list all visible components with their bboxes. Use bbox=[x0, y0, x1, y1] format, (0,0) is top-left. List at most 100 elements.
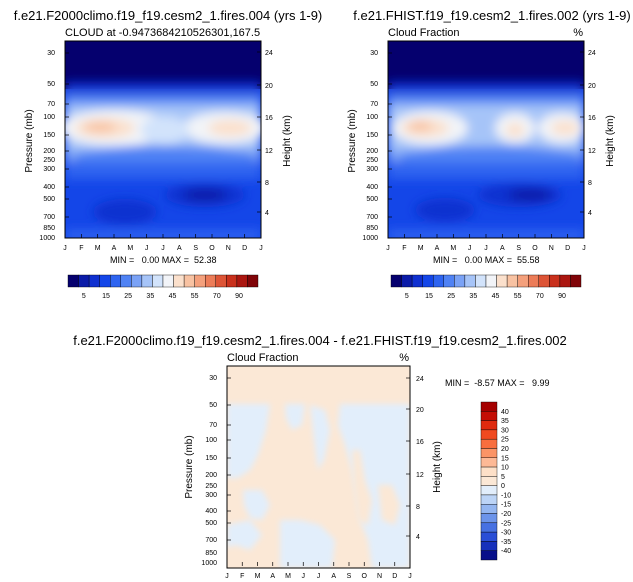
colorbar-swatch bbox=[110, 274, 121, 288]
panel-2-stats: MIN = 0.00 MAX = 55.58 bbox=[433, 255, 540, 265]
colorbar-label: 5 bbox=[405, 293, 409, 300]
y2-tick-8: 8 bbox=[416, 504, 420, 511]
x-tick-d-11: D bbox=[392, 573, 397, 580]
panel-3-stats: MIN = -8.57 MAX = 9.99 bbox=[445, 378, 550, 388]
y2-tick-24: 24 bbox=[265, 50, 273, 57]
x-tick-m-2: M bbox=[255, 573, 261, 580]
x-tick-m-2: M bbox=[95, 245, 101, 252]
colorbar-swatch bbox=[480, 550, 498, 561]
colorbar-swatch bbox=[480, 541, 498, 551]
colorbar-swatch bbox=[485, 274, 497, 288]
colorbar-swatch bbox=[496, 274, 508, 288]
colorbar-swatch bbox=[480, 522, 498, 533]
y-tick-250: 250 bbox=[366, 157, 378, 164]
y-tick-700: 700 bbox=[43, 214, 55, 221]
y2-tick-20: 20 bbox=[588, 83, 596, 90]
colorbar-label: 25 bbox=[501, 437, 509, 444]
panel-3-ytick-marks bbox=[227, 377, 410, 541]
x-tick-o-9: O bbox=[209, 245, 215, 252]
colorbar-swatch bbox=[443, 274, 455, 288]
y-tick-250: 250 bbox=[43, 157, 55, 164]
colorbar-swatch bbox=[194, 274, 206, 288]
colorbar-swatch bbox=[480, 401, 498, 412]
colorbar-label: 30 bbox=[501, 427, 509, 434]
colorbar-swatch bbox=[480, 485, 498, 496]
colorbar-label: 45 bbox=[169, 293, 177, 300]
y-tick-200: 200 bbox=[205, 472, 217, 479]
panel-3-y2ticks: 24 20 16 12 8 4 bbox=[416, 376, 424, 541]
colorbar-swatch bbox=[88, 274, 100, 288]
panel-3-y2label: Height (km) bbox=[432, 441, 443, 493]
y2-tick-12: 12 bbox=[588, 148, 596, 155]
x-tick-j-12: J bbox=[259, 245, 263, 252]
y2-tick-4: 4 bbox=[416, 534, 420, 541]
x-tick-d-11: D bbox=[565, 245, 570, 252]
colorbar-label: 40 bbox=[501, 409, 509, 416]
colorbar-label: 90 bbox=[235, 293, 243, 300]
y-tick-1000: 1000 bbox=[362, 235, 378, 242]
colorbar-swatch bbox=[78, 274, 90, 288]
colorbar-swatch bbox=[549, 274, 561, 288]
colorbar-swatch bbox=[517, 274, 529, 288]
colorbar-label: -30 bbox=[501, 530, 511, 537]
colorbar-label: 20 bbox=[501, 446, 509, 453]
x-tick-o-9: O bbox=[362, 573, 368, 580]
y-tick-300: 300 bbox=[43, 166, 55, 173]
colorbar-swatch bbox=[480, 457, 498, 468]
y2-tick-20: 20 bbox=[416, 407, 424, 414]
colorbar-label: 15 bbox=[102, 293, 110, 300]
x-tick-a-7: A bbox=[500, 245, 505, 252]
x-tick-f-1: F bbox=[79, 245, 83, 252]
panel-2-title: f.e21.FHIST.f19_f19.cesm2_1.fires.002 (y… bbox=[353, 8, 630, 23]
y-tick-400: 400 bbox=[43, 184, 55, 191]
x-tick-m-2: M bbox=[418, 245, 424, 252]
y-tick-150: 150 bbox=[43, 132, 55, 139]
y-tick-850: 850 bbox=[366, 225, 378, 232]
x-tick-j-5: J bbox=[145, 245, 149, 252]
colorbar-swatch bbox=[215, 274, 227, 288]
panel-2-subtitle: Cloud Fraction bbox=[388, 27, 460, 39]
colorbar-swatch bbox=[454, 274, 466, 288]
y-tick-50: 50 bbox=[47, 81, 55, 88]
x-tick-j-6: J bbox=[484, 245, 488, 252]
colorbar-swatch bbox=[480, 504, 498, 514]
colorbar-swatch bbox=[570, 274, 582, 288]
panel-2-ytick-marks bbox=[388, 51, 584, 218]
panel-1-ytick-marks bbox=[65, 51, 261, 218]
colorbar-label: 5 bbox=[501, 474, 505, 481]
colorbar-label: 70 bbox=[536, 293, 544, 300]
y-tick-700: 700 bbox=[205, 537, 217, 544]
panel-2-units: % bbox=[573, 27, 583, 39]
y-tick-850: 850 bbox=[205, 550, 217, 557]
y-tick-300: 300 bbox=[205, 492, 217, 499]
panel-1-y2ticks: 24 20 16 12 8 4 bbox=[265, 50, 273, 217]
colorbar-swatch bbox=[538, 274, 550, 288]
x-tick-n-10: N bbox=[549, 245, 554, 252]
y2-tick-8: 8 bbox=[588, 180, 592, 187]
y-tick-50: 50 bbox=[370, 81, 378, 88]
panel-3-field bbox=[227, 366, 410, 568]
x-tick-a-3: A bbox=[112, 245, 117, 252]
colorbar-swatch bbox=[480, 531, 498, 542]
y-tick-400: 400 bbox=[366, 184, 378, 191]
colorbar-label: 70 bbox=[213, 293, 221, 300]
y-tick-250: 250 bbox=[205, 483, 217, 490]
x-tick-m-4: M bbox=[127, 245, 133, 252]
y-tick-70: 70 bbox=[209, 422, 217, 429]
y-tick-70: 70 bbox=[47, 101, 55, 108]
y2-tick-12: 12 bbox=[265, 148, 273, 155]
x-tick-m-4: M bbox=[285, 573, 291, 580]
y-tick-1000: 1000 bbox=[201, 560, 217, 567]
panel-3: f.e21.F2000climo.f19_f19.cesm2_1.fires.0… bbox=[73, 333, 567, 580]
colorbar-swatch bbox=[162, 274, 174, 288]
y-tick-500: 500 bbox=[43, 196, 55, 203]
panel-1-title: f.e21.F2000climo.f19_f19.cesm2_1.fires.0… bbox=[14, 8, 323, 23]
colorbar-label: -10 bbox=[501, 492, 511, 499]
colorbar-swatch bbox=[401, 274, 413, 288]
colorbar-swatch bbox=[480, 411, 498, 421]
panel-2-y2ticks: 24 20 16 12 8 4 bbox=[588, 50, 596, 217]
panel-2-colorbar: 5 15 25 35 45 55 70 90 bbox=[390, 274, 582, 300]
x-tick-s-8: S bbox=[516, 245, 521, 252]
